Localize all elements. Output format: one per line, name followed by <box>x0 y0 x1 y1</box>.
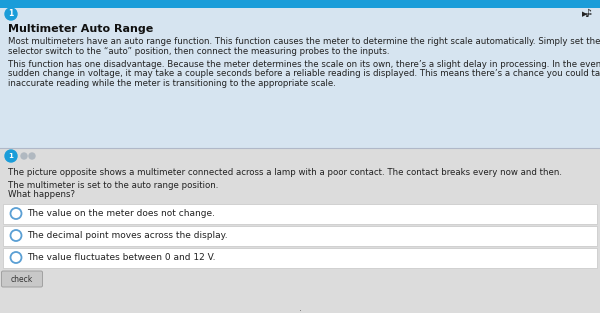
Text: 1: 1 <box>8 153 13 159</box>
FancyBboxPatch shape <box>3 203 597 223</box>
FancyBboxPatch shape <box>3 225 597 245</box>
FancyBboxPatch shape <box>0 8 600 148</box>
Circle shape <box>5 150 17 162</box>
Text: 1: 1 <box>8 9 14 18</box>
Circle shape <box>21 153 27 159</box>
FancyBboxPatch shape <box>0 0 600 8</box>
Text: selector switch to the “auto” position, then connect the measuring probes to the: selector switch to the “auto” position, … <box>8 47 389 55</box>
FancyBboxPatch shape <box>1 271 43 287</box>
Text: inaccurate reading while the meter is transitioning to the appropriate scale.: inaccurate reading while the meter is tr… <box>8 79 336 88</box>
Text: What happens?: What happens? <box>8 190 75 199</box>
Circle shape <box>29 153 35 159</box>
Text: .: . <box>299 303 302 313</box>
Text: ♪: ♪ <box>584 9 591 19</box>
Text: This function has one disadvantage. Because the meter determines the scale on it: This function has one disadvantage. Beca… <box>8 60 600 69</box>
Text: The multimeter is set to the auto range position.: The multimeter is set to the auto range … <box>8 181 218 189</box>
Text: The decimal point moves across the display.: The decimal point moves across the displ… <box>27 231 227 240</box>
Text: sudden change in voltage, it may take a couple seconds before a reliable reading: sudden change in voltage, it may take a … <box>8 69 600 79</box>
Text: The value fluctuates between 0 and 12 V.: The value fluctuates between 0 and 12 V. <box>27 253 215 262</box>
Circle shape <box>5 8 17 20</box>
FancyBboxPatch shape <box>0 148 600 313</box>
Text: Multimeter Auto Range: Multimeter Auto Range <box>8 24 153 34</box>
FancyBboxPatch shape <box>3 248 597 268</box>
Text: The picture opposite shows a multimeter connected across a lamp with a poor cont: The picture opposite shows a multimeter … <box>8 168 562 177</box>
Text: check: check <box>11 275 33 284</box>
Text: The value on the meter does not change.: The value on the meter does not change. <box>27 209 215 218</box>
Text: ▶: ▶ <box>582 11 587 17</box>
Text: Most multimeters have an auto range function. This function causes the meter to : Most multimeters have an auto range func… <box>8 37 600 46</box>
